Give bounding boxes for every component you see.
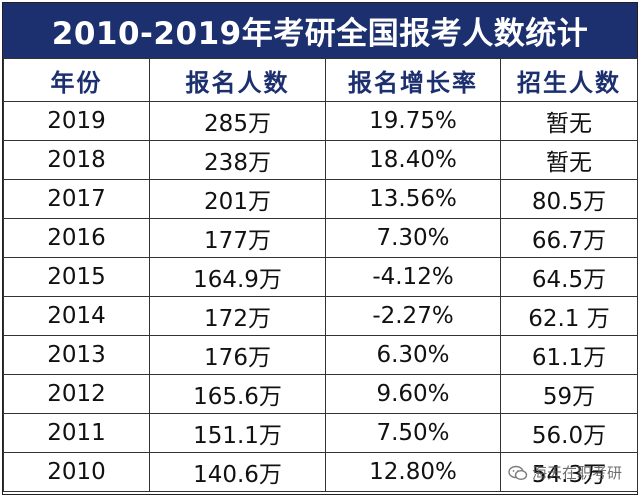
cell-applicants: 164.9万 <box>149 257 326 297</box>
cell-growth-rate: 13.56% <box>325 179 501 219</box>
table-row: 2018 238万 18.40% 暂无 <box>3 140 638 180</box>
cell-applicants: 151.1万 <box>149 413 326 453</box>
table-row: 2014 172万 -2.27% 62.1 万 <box>3 296 638 336</box>
header-growth-rate: 报名增长率 <box>325 58 501 102</box>
table-row: 2013 176万 6.30% 61.1万 <box>3 335 638 375</box>
cell-applicants: 177万 <box>149 218 326 258</box>
stats-table: 年份 报名人数 报名增长率 招生人数 2019 285万 19.75% 暂无 2… <box>3 58 638 492</box>
cell-growth-rate: -2.27% <box>325 296 501 336</box>
cell-growth-rate: 7.50% <box>325 413 501 453</box>
table-row: 2012 165.6万 9.60% 59万 <box>3 374 638 414</box>
cell-growth-rate: 7.30% <box>325 218 501 258</box>
cell-growth-rate: 18.40% <box>325 140 501 180</box>
cell-enrollment: 56.0万 <box>500 413 638 453</box>
table-row: 2019 285万 19.75% 暂无 <box>3 101 638 141</box>
cell-growth-rate: 9.60% <box>325 374 501 414</box>
header-year: 年份 <box>3 58 150 102</box>
cell-growth-rate: -4.12% <box>325 257 501 297</box>
header-row: 年份 报名人数 报名增长率 招生人数 <box>3 58 638 102</box>
cell-year: 2019 <box>3 101 150 141</box>
cell-applicants: 238万 <box>149 140 326 180</box>
cell-year: 2013 <box>3 335 150 375</box>
cell-applicants: 172万 <box>149 296 326 336</box>
cell-year: 2016 <box>3 218 150 258</box>
cell-enrollment: 54.3万 <box>500 452 638 492</box>
cell-applicants: 165.6万 <box>149 374 326 414</box>
cell-year: 2012 <box>3 374 150 414</box>
cell-enrollment: 80.5万 <box>500 179 638 219</box>
page-title: 2010-2019年考研全国报考人数统计 <box>51 16 589 52</box>
table-row: 2010 140.6万 12.80% 54.3万 <box>3 452 638 492</box>
cell-enrollment: 62.1 万 <box>500 296 638 336</box>
cell-enrollment: 暂无 <box>500 140 638 180</box>
cell-applicants: 140.6万 <box>149 452 326 492</box>
cell-applicants: 201万 <box>149 179 326 219</box>
cell-enrollment: 暂无 <box>500 101 638 141</box>
table-row: 2017 201万 13.56% 80.5万 <box>3 179 638 219</box>
cell-enrollment: 59万 <box>500 374 638 414</box>
cell-enrollment: 61.1万 <box>500 335 638 375</box>
cell-year: 2010 <box>3 452 150 492</box>
cell-year: 2018 <box>3 140 150 180</box>
table-row: 2011 151.1万 7.50% 56.0万 <box>3 413 638 453</box>
cell-year: 2017 <box>3 179 150 219</box>
cell-applicants: 176万 <box>149 335 326 375</box>
table-row: 2015 164.9万 -4.12% 64.5万 <box>3 257 638 297</box>
title-bar: 2010-2019年考研全国报考人数统计 <box>3 3 637 58</box>
cell-year: 2015 <box>3 257 150 297</box>
header-applicants: 报名人数 <box>149 58 326 102</box>
cell-year: 2014 <box>3 296 150 336</box>
cell-year: 2011 <box>3 413 150 453</box>
cell-enrollment: 64.5万 <box>500 257 638 297</box>
table-row: 2016 177万 7.30% 66.7万 <box>3 218 638 258</box>
cell-enrollment: 66.7万 <box>500 218 638 258</box>
cell-growth-rate: 19.75% <box>325 101 501 141</box>
cell-growth-rate: 6.30% <box>325 335 501 375</box>
cell-applicants: 285万 <box>149 101 326 141</box>
cell-growth-rate: 12.80% <box>325 452 501 492</box>
header-enrollment: 招生人数 <box>500 58 638 102</box>
